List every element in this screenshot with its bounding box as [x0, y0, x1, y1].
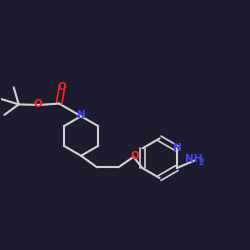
Text: 2: 2 — [198, 158, 204, 166]
Text: NH: NH — [185, 154, 203, 164]
Text: O: O — [130, 151, 139, 161]
Text: O: O — [58, 82, 66, 92]
Text: N: N — [77, 110, 86, 120]
Text: N: N — [173, 143, 182, 153]
Text: O: O — [34, 99, 42, 109]
